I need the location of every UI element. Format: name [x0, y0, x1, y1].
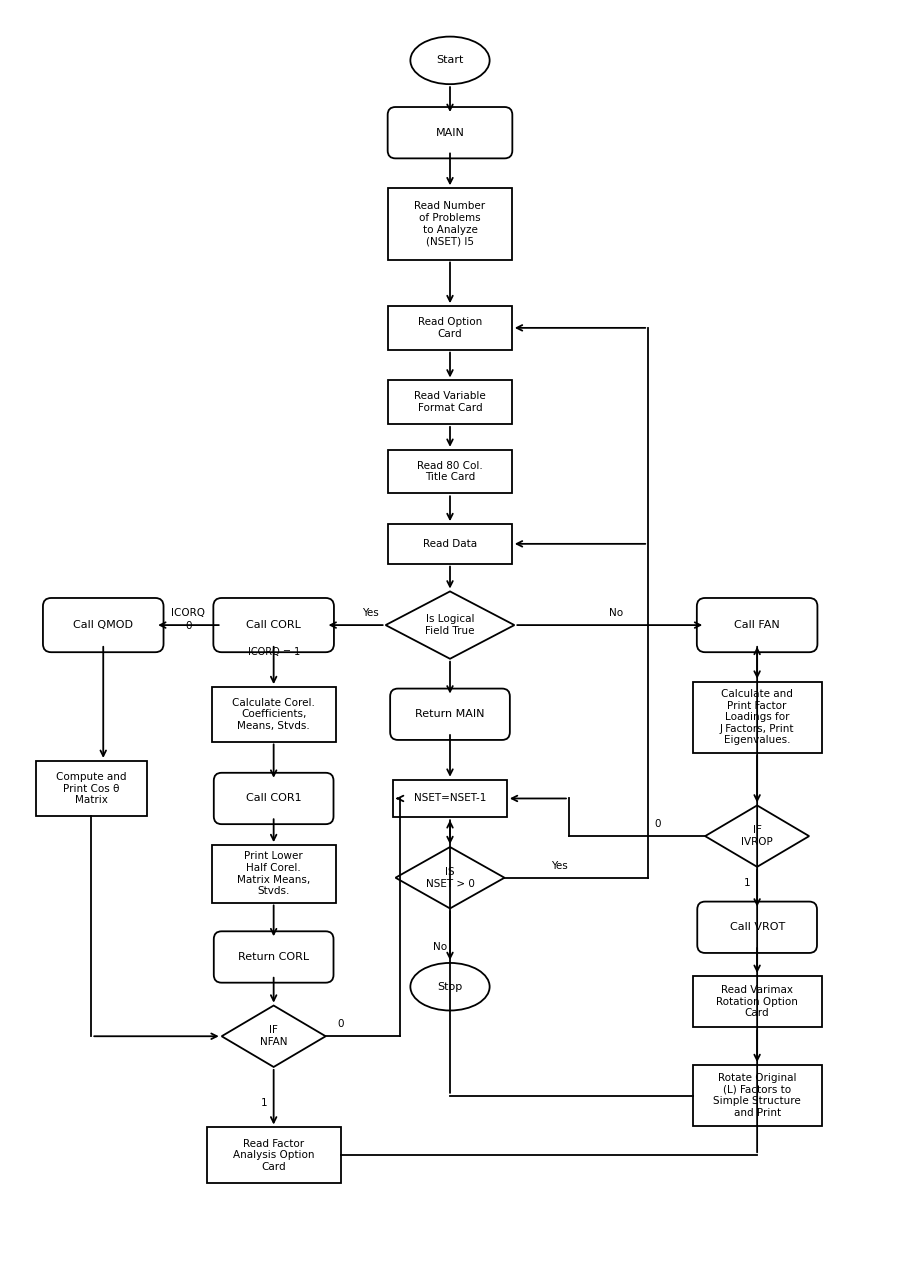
Text: 0: 0 [338, 1020, 345, 1030]
Bar [693, 1066, 822, 1126]
Text: NSET=NSET-1: NSET=NSET-1 [414, 794, 486, 804]
Text: 0: 0 [185, 621, 192, 631]
Text: Print Lower
Half Corel.
Matrix Means,
Stvds.: Print Lower Half Corel. Matrix Means, St… [237, 851, 310, 897]
Text: Calculate and
Print Factor
Loadings for
J Factors, Print
Eigenvalues.: Calculate and Print Factor Loadings for … [720, 690, 795, 745]
Text: Read Data: Read Data [423, 538, 477, 549]
Bar [212, 687, 336, 742]
Text: Calculate Corel.
Coefficients,
Means, Stvds.: Calculate Corel. Coefficients, Means, St… [232, 697, 315, 730]
Text: Read Varimax
Rotation Option
Card: Read Varimax Rotation Option Card [716, 986, 798, 1019]
Text: Read Option
Card: Read Option Card [418, 318, 482, 339]
Text: Read Number
of Problems
to Analyze
(NSET) I5: Read Number of Problems to Analyze (NSET… [414, 202, 486, 246]
Text: Call COR1: Call COR1 [246, 794, 302, 804]
Text: Compute and
Print Cos θ
Matrix: Compute and Print Cos θ Matrix [56, 772, 127, 805]
Bar [388, 381, 512, 424]
Text: 0: 0 [655, 819, 661, 829]
Text: Start: Start [436, 56, 464, 65]
Text: Return MAIN: Return MAIN [415, 709, 485, 719]
Text: Rotate Original
(L) Factors to
Simple Structure
and Print: Rotate Original (L) Factors to Simple St… [714, 1073, 801, 1118]
Text: 1: 1 [744, 878, 751, 888]
Text: Call QMOD: Call QMOD [73, 620, 133, 630]
Text: MAIN: MAIN [436, 128, 464, 137]
Bar [207, 1128, 340, 1182]
Text: No: No [433, 942, 447, 952]
Bar [388, 450, 512, 493]
Text: Read 80 Col.
Title Card: Read 80 Col. Title Card [417, 461, 483, 483]
Text: 1: 1 [260, 1097, 267, 1107]
Text: ICORQ = 1: ICORQ = 1 [248, 646, 300, 657]
Bar [393, 780, 507, 818]
Text: Yes: Yes [363, 608, 379, 618]
Text: No: No [609, 608, 624, 618]
Text: ICORQ: ICORQ [171, 608, 205, 618]
Text: Is Logical
Field True: Is Logical Field True [426, 615, 475, 636]
Text: Call FAN: Call FAN [734, 620, 780, 630]
Text: Read Variable
Format Card: Read Variable Format Card [414, 391, 486, 413]
Bar [693, 975, 822, 1027]
Text: Call CORL: Call CORL [247, 620, 302, 630]
Text: IF
NFAN: IF NFAN [260, 1025, 287, 1046]
Text: Return CORL: Return CORL [238, 952, 310, 961]
Text: Stop: Stop [437, 982, 463, 992]
Bar [388, 188, 512, 259]
Text: Yes: Yes [551, 861, 567, 871]
Bar [212, 845, 336, 903]
Text: IF
IVROP: IF IVROP [742, 826, 773, 847]
Bar [388, 306, 512, 349]
Bar [36, 761, 147, 817]
Bar [693, 682, 822, 753]
Text: IS
NSET > 0: IS NSET > 0 [426, 867, 474, 889]
Text: Call VROT: Call VROT [730, 922, 785, 932]
Bar [388, 525, 512, 564]
Text: Read Factor
Analysis Option
Card: Read Factor Analysis Option Card [233, 1138, 314, 1172]
